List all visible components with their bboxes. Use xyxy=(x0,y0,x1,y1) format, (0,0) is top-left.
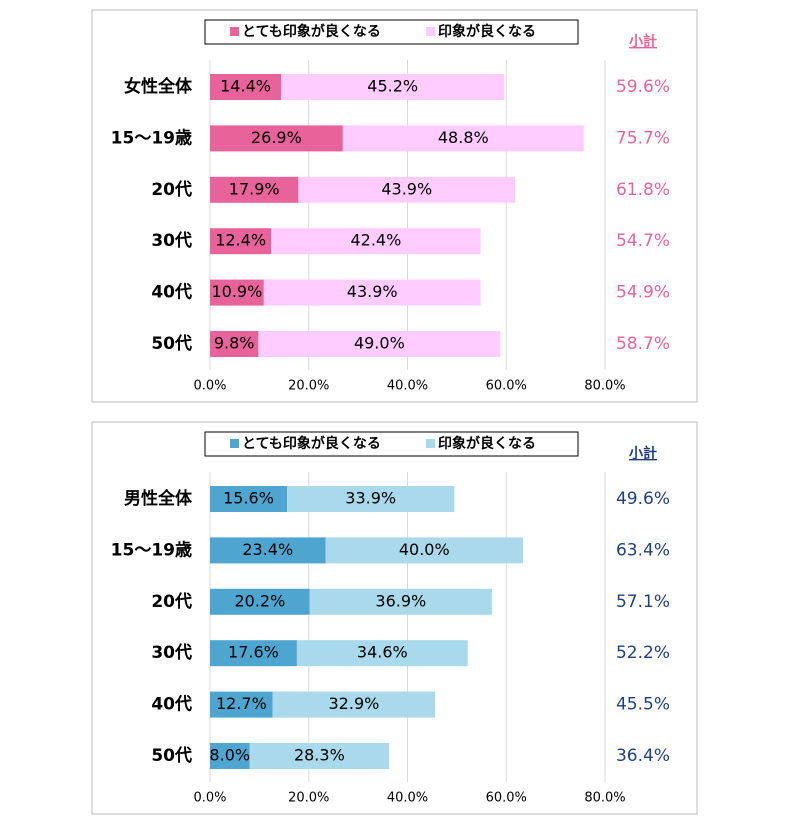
total-label: 36.4% xyxy=(616,746,670,766)
total-label: 52.2% xyxy=(616,643,670,663)
bar-segment xyxy=(309,588,492,615)
x-tick-label: 40.0% xyxy=(387,379,428,394)
x-tick-label: 20.0% xyxy=(288,791,329,806)
legend-label: 印象が良くなる xyxy=(438,435,536,452)
x-tick-label: 20.0% xyxy=(288,379,329,394)
bar-segment xyxy=(210,486,288,512)
x-tick-label: 40.0% xyxy=(387,791,428,806)
totals-header: 小計 xyxy=(629,445,657,462)
total-label: 45.5% xyxy=(616,695,670,715)
value-label: 8.0% xyxy=(209,746,250,765)
bar-segment xyxy=(210,74,282,100)
value-label: 14.4% xyxy=(220,77,271,96)
bar-segment xyxy=(249,743,390,769)
total-label: 75.7% xyxy=(616,128,670,148)
value-label: 40.0% xyxy=(399,540,450,559)
value-label: 33.9% xyxy=(345,489,396,508)
bar-segment xyxy=(210,228,272,255)
bar-segment xyxy=(210,176,299,203)
total-label: 58.7% xyxy=(616,334,670,354)
category-label: 20代 xyxy=(151,179,192,200)
value-label: 32.9% xyxy=(329,694,380,713)
bar-segment xyxy=(342,125,584,152)
value-label: 36.9% xyxy=(375,591,426,610)
category-label: 50代 xyxy=(151,745,192,766)
totals-header: 小計 xyxy=(629,33,657,50)
category-label: 15～19歳 xyxy=(111,127,192,148)
total-label: 54.9% xyxy=(616,283,670,303)
legend-swatch xyxy=(426,27,435,36)
bar-segment xyxy=(210,640,297,667)
category-label: 15～19歳 xyxy=(111,539,192,560)
value-label: 34.6% xyxy=(357,643,408,662)
bar-segment xyxy=(287,486,455,512)
value-label: 28.3% xyxy=(294,746,345,765)
bar-segment xyxy=(258,331,501,357)
value-label: 45.2% xyxy=(367,77,418,96)
bar-segment xyxy=(271,228,481,255)
bar-segment xyxy=(210,279,264,306)
category-label: 30代 xyxy=(151,642,192,663)
category-label: 50代 xyxy=(151,333,192,354)
category-label: 女性全体 xyxy=(124,76,193,97)
total-label: 49.6% xyxy=(616,489,670,509)
value-label: 26.9% xyxy=(251,128,302,147)
x-tick-label: 80.0% xyxy=(584,791,625,806)
x-tick-label: 0.0% xyxy=(193,791,226,806)
value-label: 12.4% xyxy=(215,231,266,250)
bar-segment xyxy=(210,691,273,718)
value-label: 15.6% xyxy=(223,489,274,508)
value-label: 20.2% xyxy=(234,591,285,610)
value-label: 23.4% xyxy=(242,540,293,559)
legend-box xyxy=(204,19,579,45)
legend-swatch xyxy=(230,27,239,36)
bar-segment xyxy=(298,176,516,203)
value-label: 17.6% xyxy=(228,643,279,662)
category-label: 30代 xyxy=(151,230,192,251)
bar-segment xyxy=(272,691,436,718)
x-tick-label: 60.0% xyxy=(486,791,527,806)
value-label: 43.9% xyxy=(381,179,432,198)
value-label: 49.0% xyxy=(354,334,405,353)
bar-segment xyxy=(281,74,505,100)
legend-label: とても印象が良くなる xyxy=(242,23,381,40)
value-label: 9.8% xyxy=(214,334,255,353)
legend-swatch xyxy=(230,439,239,448)
value-label: 12.7% xyxy=(216,694,267,713)
bar-segment xyxy=(296,640,468,667)
legend-label: とても印象が良くなる xyxy=(242,435,381,452)
total-label: 63.4% xyxy=(616,540,670,560)
bar-segment xyxy=(263,279,481,306)
bar-segment xyxy=(210,125,343,152)
bar-segment xyxy=(325,537,524,564)
legend-label: 印象が良くなる xyxy=(438,23,536,40)
value-label: 10.9% xyxy=(211,282,262,301)
value-label: 17.9% xyxy=(229,179,280,198)
value-label: 43.9% xyxy=(347,282,398,301)
bar-segment xyxy=(210,331,259,357)
total-label: 57.1% xyxy=(616,592,670,612)
total-label: 54.7% xyxy=(616,231,670,251)
legend-box xyxy=(204,431,579,457)
category-label: 男性全体 xyxy=(124,488,193,509)
value-label: 42.4% xyxy=(350,231,401,250)
value-label: 48.8% xyxy=(438,128,489,147)
category-label: 20代 xyxy=(151,591,192,612)
x-tick-label: 80.0% xyxy=(584,379,625,394)
x-tick-label: 60.0% xyxy=(486,379,527,394)
total-label: 59.6% xyxy=(616,77,670,97)
total-label: 61.8% xyxy=(616,180,670,200)
x-tick-label: 0.0% xyxy=(193,379,226,394)
category-label: 40代 xyxy=(151,282,192,303)
bar-segment xyxy=(210,743,250,769)
category-label: 40代 xyxy=(151,694,192,715)
bar-segment xyxy=(210,537,326,564)
legend-swatch xyxy=(426,439,435,448)
bar-segment xyxy=(210,588,310,615)
